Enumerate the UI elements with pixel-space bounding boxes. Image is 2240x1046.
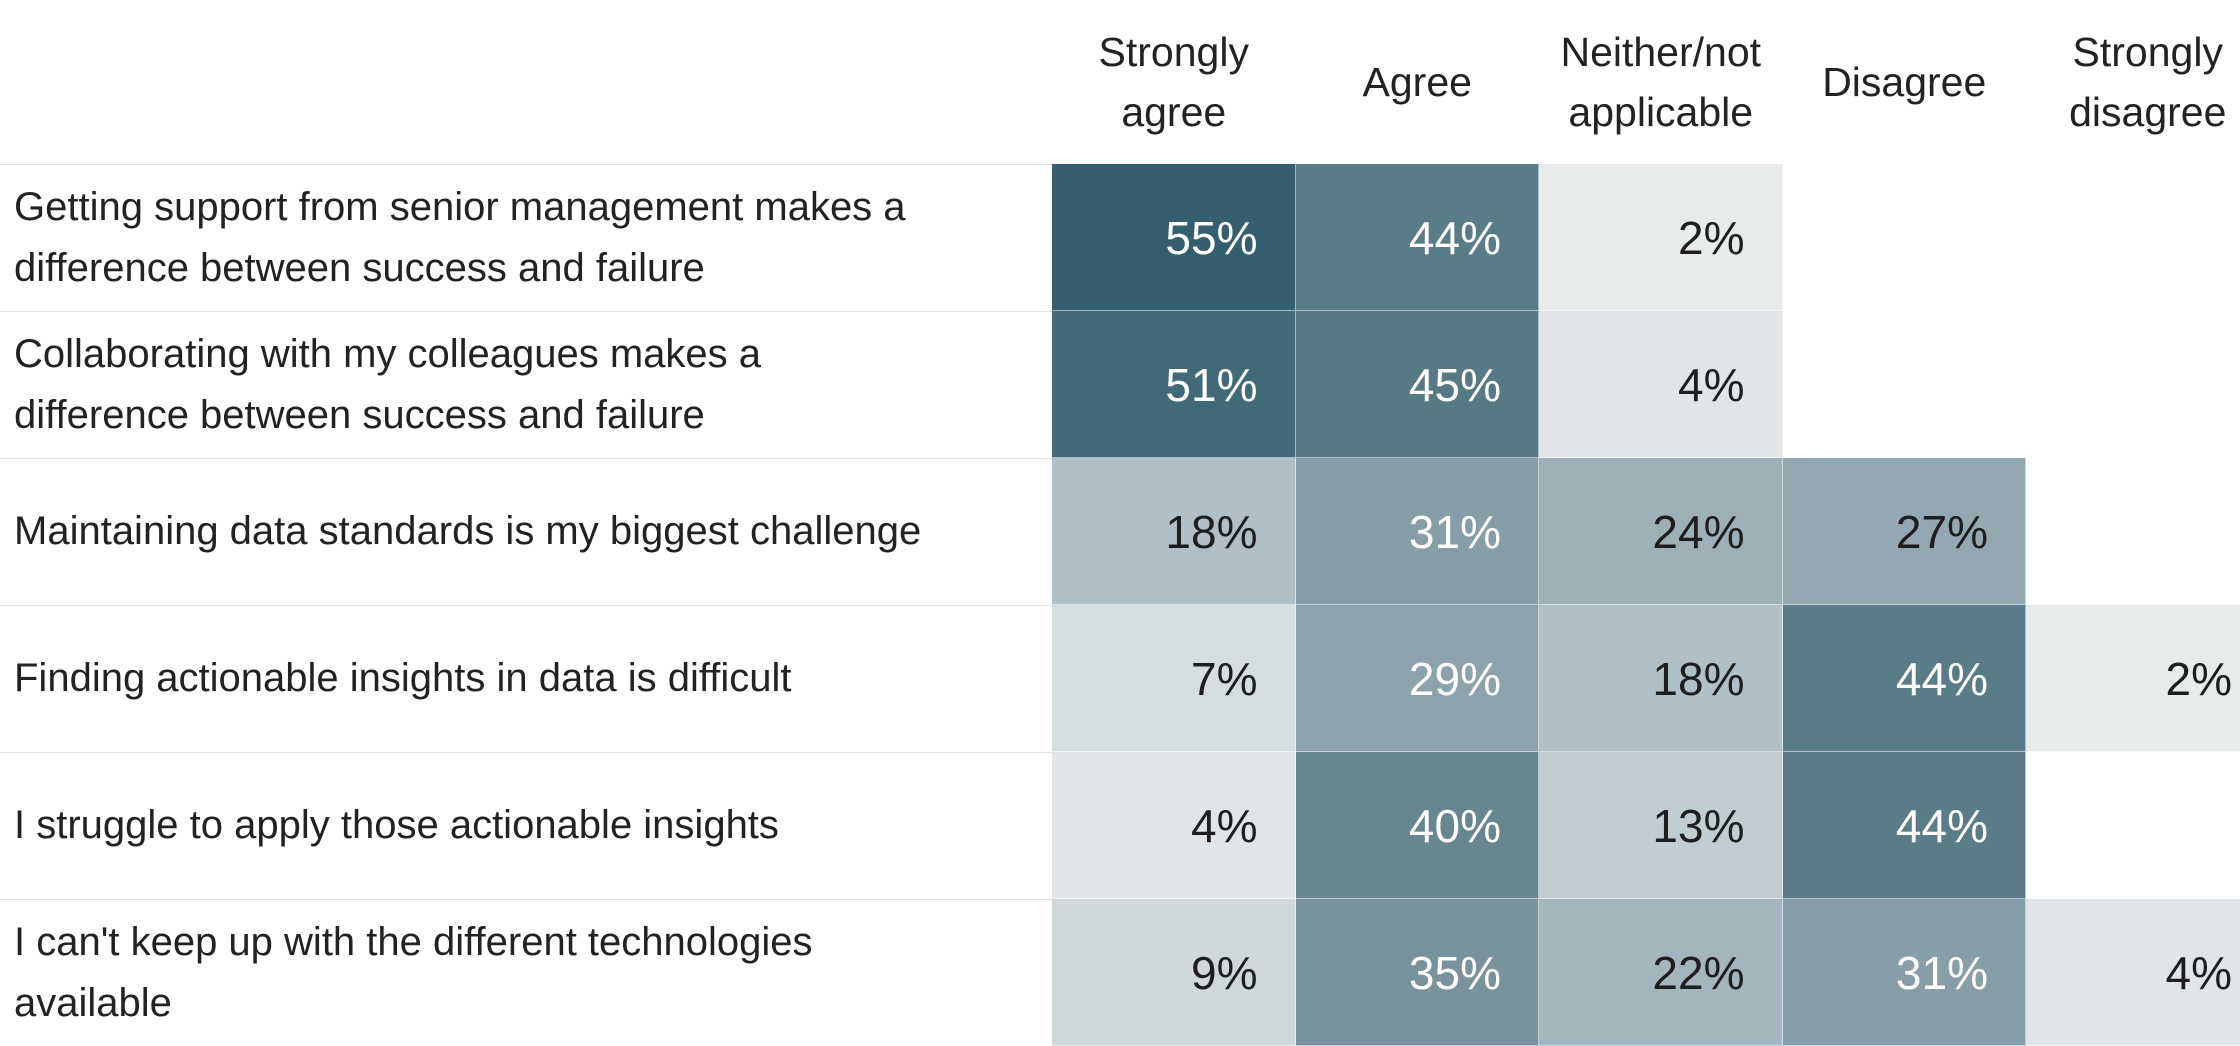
heatmap-cell: [1295, 752, 1539, 899]
heatmap-cell: [1539, 752, 1783, 899]
column-header: Strongly disagree: [2026, 0, 2240, 164]
cell-value-label: 24%: [1652, 505, 1745, 558]
cell-value-label: 55%: [1165, 211, 1258, 264]
cell-value-label: 9%: [1191, 946, 1258, 999]
heatmap-cell: [1052, 311, 1296, 458]
row-label-line: Collaborating with my colleagues makes a: [14, 331, 762, 376]
column-header-line: agree: [1121, 89, 1227, 135]
heatmap-cell: [1782, 752, 2026, 899]
heatmap-cell: [2026, 899, 2240, 1046]
heatmap-cell: [1295, 311, 1539, 458]
cell-value-label: 44%: [1895, 652, 1988, 705]
column-header-line: Strongly: [1098, 29, 1249, 75]
heatmap-cell: [1782, 605, 2026, 752]
row-label-line: Finding actionable insights in data is d…: [14, 656, 792, 700]
cell-value-label: 31%: [1408, 505, 1501, 558]
heatmap-cell: [1295, 458, 1539, 605]
heatmap-cell: [1052, 605, 1296, 752]
cell-value-label: 44%: [1408, 211, 1501, 264]
cell-value-label: 18%: [1652, 652, 1745, 705]
heatmap-cell: [1539, 458, 1783, 605]
cell-value-label: 13%: [1652, 799, 1745, 852]
row-label: Getting support from senior management m…: [14, 164, 1044, 311]
row-label: Finding actionable insights in data is d…: [14, 605, 1044, 752]
cell-value-label: 22%: [1652, 946, 1745, 999]
heatmap-cell: [1782, 899, 2026, 1046]
column-header-line: applicable: [1568, 89, 1754, 135]
row-label: Collaborating with my colleagues makes a…: [14, 311, 1044, 458]
column-header-line: Neither/not: [1560, 29, 1762, 75]
cell-value-label: 44%: [1895, 799, 1988, 852]
column-header: Neither/not applicable: [1539, 0, 1783, 164]
heatmap-cell: [1539, 899, 1783, 1046]
row-label-line: I can't keep up with the different techn…: [14, 919, 813, 964]
heatmap-cell: [1539, 164, 1783, 311]
heatmap-cell: [2026, 605, 2240, 752]
row-separator: [0, 311, 1052, 312]
row-label-line: Maintaining data standards is my biggest…: [14, 509, 922, 553]
column-header-line: Disagree: [1822, 59, 1987, 105]
cell-value-label: 29%: [1408, 652, 1501, 705]
heatmap-cell: [1295, 605, 1539, 752]
heatmap-cell: [1539, 605, 1783, 752]
cell-value-label: 51%: [1165, 358, 1258, 411]
row-label-line: difference between success and failure: [14, 392, 705, 437]
cell-value-label: 4%: [1678, 358, 1745, 411]
cell-value-label: 2%: [1678, 211, 1745, 264]
row-label-line: Getting support from senior management m…: [14, 184, 906, 229]
heatmap-cell: [1782, 458, 2026, 605]
cell-value-label: 35%: [1408, 946, 1501, 999]
row-label-line: I struggle to apply those actionable ins…: [14, 803, 779, 847]
cell-value-label: 7%: [1191, 652, 1258, 705]
column-header: Strongly agree: [1052, 0, 1296, 164]
row-separator: [0, 899, 1052, 900]
row-separator: [0, 752, 1052, 753]
row-label: Maintaining data standards is my biggest…: [14, 458, 1044, 605]
cell-value-label: 18%: [1165, 505, 1258, 558]
row-label-line: difference between success and failure: [14, 245, 705, 290]
row-separator: [0, 605, 1052, 606]
cell-value-label: 27%: [1895, 505, 1988, 558]
column-header-line: Strongly: [2072, 29, 2223, 75]
cell-value-label: 4%: [2165, 946, 2232, 999]
cell-value-label: 4%: [1191, 799, 1258, 852]
heatmap-cell: [1052, 899, 1296, 1046]
heatmap-cell: [1295, 164, 1539, 311]
row-label-line: available: [14, 980, 172, 1025]
column-header-line: Agree: [1362, 59, 1472, 105]
heatmap-cell: [1539, 311, 1783, 458]
cell-value-label: 45%: [1408, 358, 1501, 411]
column-header: Agree: [1296, 0, 1540, 164]
cell-value-label: 2%: [2165, 652, 2232, 705]
row-label: I struggle to apply those actionable ins…: [14, 752, 1044, 899]
row-separator: [0, 458, 1052, 459]
column-header-line: disagree: [2069, 89, 2227, 135]
row-separator: [0, 164, 1052, 165]
row-label: I can't keep up with the different techn…: [14, 899, 1044, 1046]
heatmap-cell: [1052, 458, 1296, 605]
heatmap-cell: [1052, 164, 1296, 311]
cell-value-label: 40%: [1408, 799, 1501, 852]
cell-value-label: 31%: [1895, 946, 1988, 999]
column-header: Disagree: [1783, 0, 2027, 164]
heatmap-cell: [1052, 752, 1296, 899]
